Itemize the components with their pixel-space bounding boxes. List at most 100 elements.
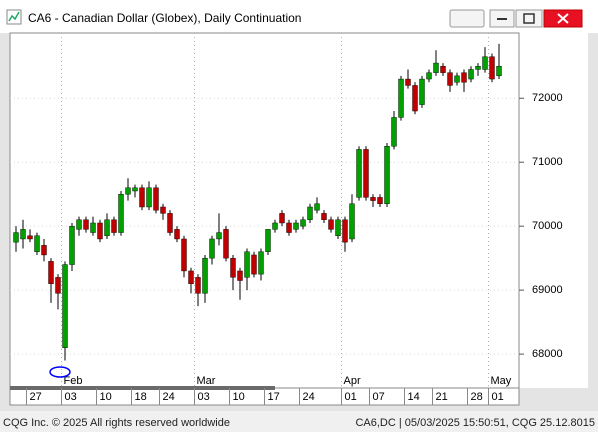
candle-body [356,149,362,198]
candle-body [405,78,411,86]
candle-body [111,219,117,233]
low-highlight [49,366,71,378]
candle-body [391,117,397,147]
candle-body [132,187,138,192]
x-tick-label: 24 [303,391,315,403]
candle-body [13,232,19,243]
candle-body [377,197,383,204]
close-glyph [557,13,569,24]
candle-body [482,56,488,70]
candle-body [307,206,313,220]
candle-body [363,149,369,198]
candle-body [328,219,334,230]
candle-body [370,197,376,201]
candle-body [447,72,453,86]
candle-body [398,78,404,118]
candle-body [251,254,257,275]
candle-body [174,229,180,240]
y-tick-label: 71000 [532,156,563,168]
candle-body [41,245,47,256]
x-tick-label: 01 [492,391,504,403]
plot-layer: 68000 69000 70000 71000 72000 Feb Mar Apr May 27 0… [10,33,563,405]
candle-body [279,213,285,224]
candle-body [265,229,271,252]
candle-body [125,187,131,195]
x-tick-label: 17 [268,391,280,403]
candle-body [160,206,166,214]
x-tick-label: 21 [436,391,448,403]
candle-body [209,238,215,259]
window-title: CA6 - Canadian Dollar (Globex), Daily Co… [28,11,301,25]
candle-body [83,219,89,230]
x-tick-label: 03 [65,391,77,403]
candle-body [342,219,348,243]
maximize-glyph [523,13,535,24]
candle-body [153,187,159,211]
candle-body [62,264,68,348]
candle-body [69,225,75,265]
candle-body [48,261,54,284]
candle-body [293,222,299,230]
candle-body [475,66,481,70]
candle-body [139,187,145,208]
x-tick-label: 27 [30,391,42,403]
candle-body [195,277,201,294]
candle-body [321,213,327,220]
candle-body [412,85,418,112]
x-tick-label: 07 [373,391,385,403]
maximize-button[interactable] [515,9,543,28]
candle-body [167,213,173,233]
candle-body [202,257,208,294]
candle-body [118,193,124,233]
y-tick-label: 69000 [532,284,563,296]
candle-body [34,235,40,252]
candle-body [496,66,502,77]
month-label: Mar [197,375,216,387]
x-tick-label: 28 [471,391,483,403]
link-button[interactable] [449,9,485,28]
candle-body [440,66,446,73]
candle-body [258,251,264,275]
x-tick-label: 10 [100,391,112,403]
candle-body [237,270,243,281]
candle-body [76,219,82,230]
candle-body [454,75,460,83]
candle-body [104,219,110,236]
x-tick-label: 14 [408,391,420,403]
candle-body [181,238,187,272]
footer-status: CA6,DC | 05/03/2025 15:50:51, CQG 25.12.… [355,417,595,429]
candle-body [272,222,278,230]
app-icon-glyph [8,11,20,22]
candle-body [349,203,355,240]
candle-body [489,56,495,80]
candle-body [286,222,292,233]
x-tick-label: 10 [233,391,245,403]
candle-body [384,146,390,204]
candle-body [223,229,229,259]
x-tick-label: 01 [345,391,357,403]
candle-body [461,72,467,83]
candle-body [97,222,103,240]
candle-body [230,257,236,278]
y-tick-label: 68000 [532,348,563,360]
plot-area [9,32,520,389]
x-tick-label: 03 [198,391,210,403]
scrollbar[interactable] [10,386,275,390]
month-label: Feb [64,375,83,387]
footer-copyright: CQG Inc. © 2025 All rights reserved worl… [3,417,230,429]
candle-body [216,232,222,240]
candle-body [27,235,33,240]
y-tick-label: 72000 [532,92,563,104]
status-bar [0,411,598,432]
month-label: Apr [344,375,361,387]
candle-body [146,187,152,208]
candle-body [426,72,432,80]
candle-body [55,277,61,294]
candle-body [188,270,194,284]
candle-body [90,222,96,233]
month-label: May [491,375,512,387]
candle-body [314,203,320,211]
candle-body [300,219,306,227]
x-tick-label: 18 [135,391,147,403]
